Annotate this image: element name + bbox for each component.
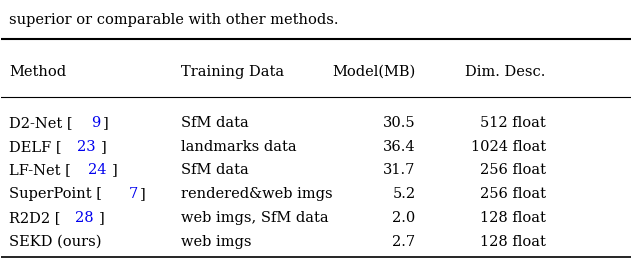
Text: 24: 24 [88, 163, 107, 177]
Text: 9: 9 [90, 116, 100, 130]
Text: web imgs: web imgs [181, 235, 251, 249]
Text: 5.2: 5.2 [392, 187, 415, 201]
Text: ]: ] [99, 211, 105, 225]
Text: web imgs, SfM data: web imgs, SfM data [181, 211, 329, 225]
Text: Method: Method [9, 65, 66, 79]
Text: Training Data: Training Data [181, 65, 284, 79]
Text: LF-Net [: LF-Net [ [9, 163, 71, 177]
Text: 128 float: 128 float [480, 211, 545, 225]
Text: 512 float: 512 float [480, 116, 545, 130]
Text: SuperPoint [: SuperPoint [ [9, 187, 102, 201]
Text: 28: 28 [75, 211, 94, 225]
Text: 128 float: 128 float [480, 235, 545, 249]
Text: 1024 float: 1024 float [471, 140, 545, 154]
Text: 2.7: 2.7 [392, 235, 415, 249]
Text: ]: ] [100, 140, 106, 154]
Text: 30.5: 30.5 [383, 116, 415, 130]
Text: SEKD (ours): SEKD (ours) [9, 235, 102, 249]
Text: Model(MB): Model(MB) [332, 65, 415, 79]
Text: Dim. Desc.: Dim. Desc. [465, 65, 545, 79]
Text: R2D2 [: R2D2 [ [9, 211, 61, 225]
Text: SfM data: SfM data [181, 116, 248, 130]
Text: D2-Net [: D2-Net [ [9, 116, 73, 130]
Text: rendered&web imgs: rendered&web imgs [181, 187, 332, 201]
Text: SfM data: SfM data [181, 163, 248, 177]
Text: landmarks data: landmarks data [181, 140, 296, 154]
Text: DELF [: DELF [ [9, 140, 61, 154]
Text: 31.7: 31.7 [383, 163, 415, 177]
Text: 256 float: 256 float [480, 163, 545, 177]
Text: 2.0: 2.0 [392, 211, 415, 225]
Text: ]: ] [102, 116, 108, 130]
Text: 36.4: 36.4 [383, 140, 415, 154]
Text: ]: ] [140, 187, 146, 201]
Text: 256 float: 256 float [480, 187, 545, 201]
Text: ]: ] [112, 163, 118, 177]
Text: 7: 7 [128, 187, 138, 201]
Text: superior or comparable with other methods.: superior or comparable with other method… [9, 13, 339, 27]
Text: 23: 23 [76, 140, 95, 154]
